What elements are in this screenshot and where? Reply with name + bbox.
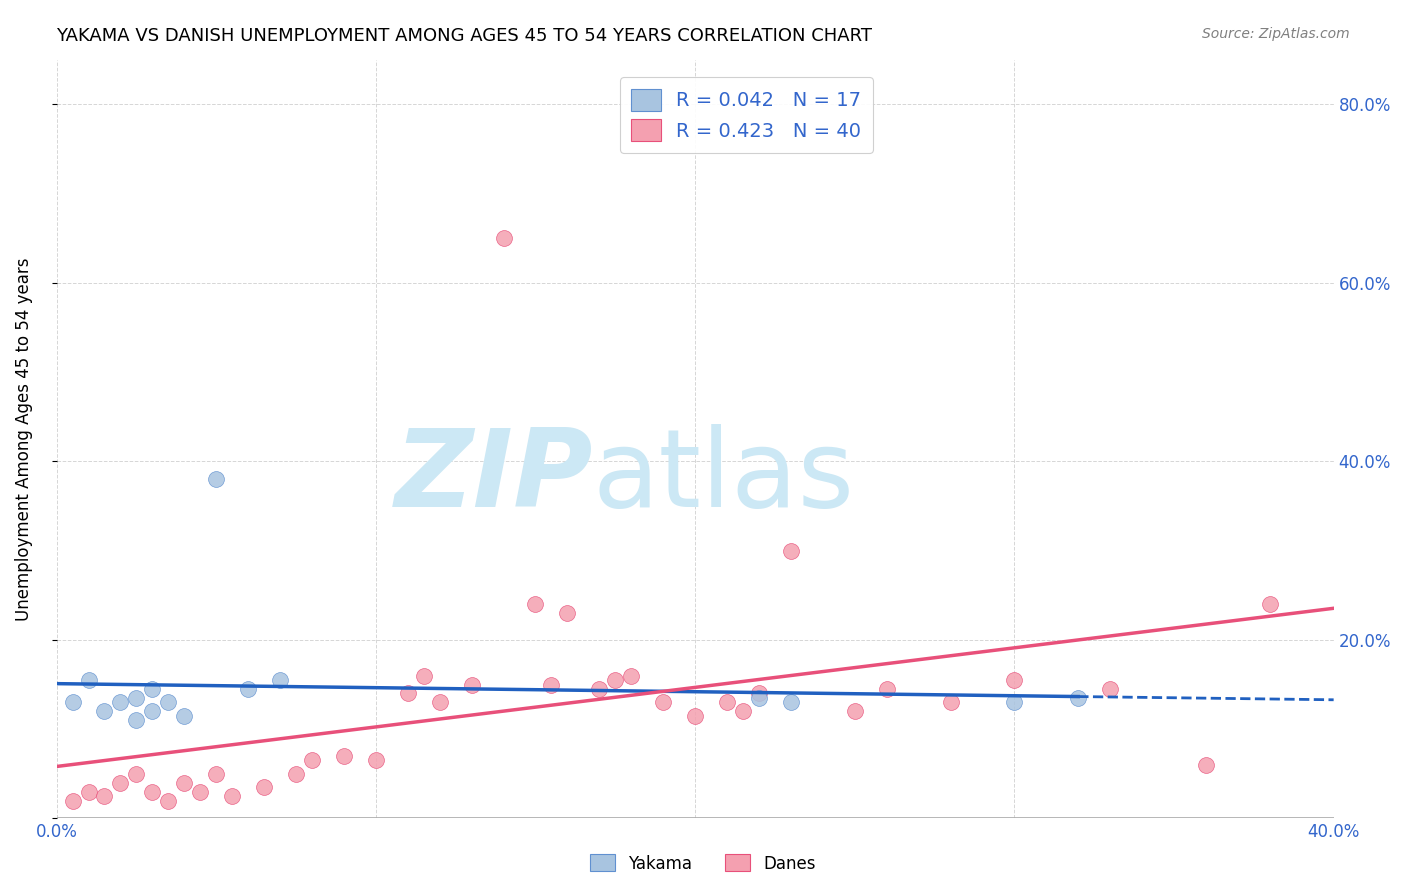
- Point: [1099, 681, 1122, 696]
- Point: [683, 708, 706, 723]
- Point: [364, 753, 387, 767]
- Point: [540, 677, 562, 691]
- Point: [1002, 673, 1025, 687]
- Point: [173, 776, 195, 790]
- Point: [652, 695, 675, 709]
- Point: [62, 695, 84, 709]
- Point: [125, 713, 148, 727]
- Point: [1195, 758, 1218, 772]
- Point: [141, 704, 163, 718]
- Point: [269, 673, 291, 687]
- Point: [173, 708, 195, 723]
- Point: [396, 686, 419, 700]
- Point: [748, 690, 770, 705]
- Point: [605, 673, 627, 687]
- Point: [780, 695, 803, 709]
- Point: [93, 704, 115, 718]
- Legend: Yakama, Danes: Yakama, Danes: [583, 847, 823, 880]
- Point: [205, 767, 228, 781]
- Point: [557, 606, 579, 620]
- Point: [939, 695, 962, 709]
- Text: atlas: atlas: [593, 424, 855, 530]
- Y-axis label: Unemployment Among Ages 45 to 54 years: Unemployment Among Ages 45 to 54 years: [15, 257, 32, 621]
- Point: [588, 681, 610, 696]
- Point: [844, 704, 866, 718]
- Text: Source: ZipAtlas.com: Source: ZipAtlas.com: [1202, 27, 1350, 41]
- Point: [731, 704, 754, 718]
- Point: [492, 231, 515, 245]
- Point: [780, 543, 803, 558]
- Point: [157, 695, 180, 709]
- Text: ZIP: ZIP: [395, 424, 593, 530]
- Point: [125, 690, 148, 705]
- Point: [125, 767, 148, 781]
- Point: [301, 753, 323, 767]
- Point: [157, 794, 180, 808]
- Point: [221, 789, 243, 804]
- Point: [412, 668, 434, 682]
- Legend: R = 0.042   N = 17, R = 0.423   N = 40: R = 0.042 N = 17, R = 0.423 N = 40: [620, 77, 873, 153]
- Point: [524, 597, 547, 611]
- Point: [876, 681, 898, 696]
- Point: [141, 785, 163, 799]
- Point: [141, 681, 163, 696]
- Point: [238, 681, 260, 696]
- Point: [77, 673, 100, 687]
- Point: [77, 785, 100, 799]
- Point: [460, 677, 482, 691]
- Point: [1258, 597, 1281, 611]
- Point: [1002, 695, 1025, 709]
- Point: [748, 686, 770, 700]
- Point: [429, 695, 451, 709]
- Point: [188, 785, 211, 799]
- Point: [205, 472, 228, 486]
- Text: YAKAMA VS DANISH UNEMPLOYMENT AMONG AGES 45 TO 54 YEARS CORRELATION CHART: YAKAMA VS DANISH UNEMPLOYMENT AMONG AGES…: [56, 27, 872, 45]
- Point: [110, 695, 132, 709]
- Point: [110, 776, 132, 790]
- Point: [1067, 690, 1090, 705]
- Point: [93, 789, 115, 804]
- Point: [285, 767, 308, 781]
- Point: [716, 695, 738, 709]
- Point: [253, 780, 276, 795]
- Point: [620, 668, 643, 682]
- Point: [333, 748, 356, 763]
- Point: [62, 794, 84, 808]
